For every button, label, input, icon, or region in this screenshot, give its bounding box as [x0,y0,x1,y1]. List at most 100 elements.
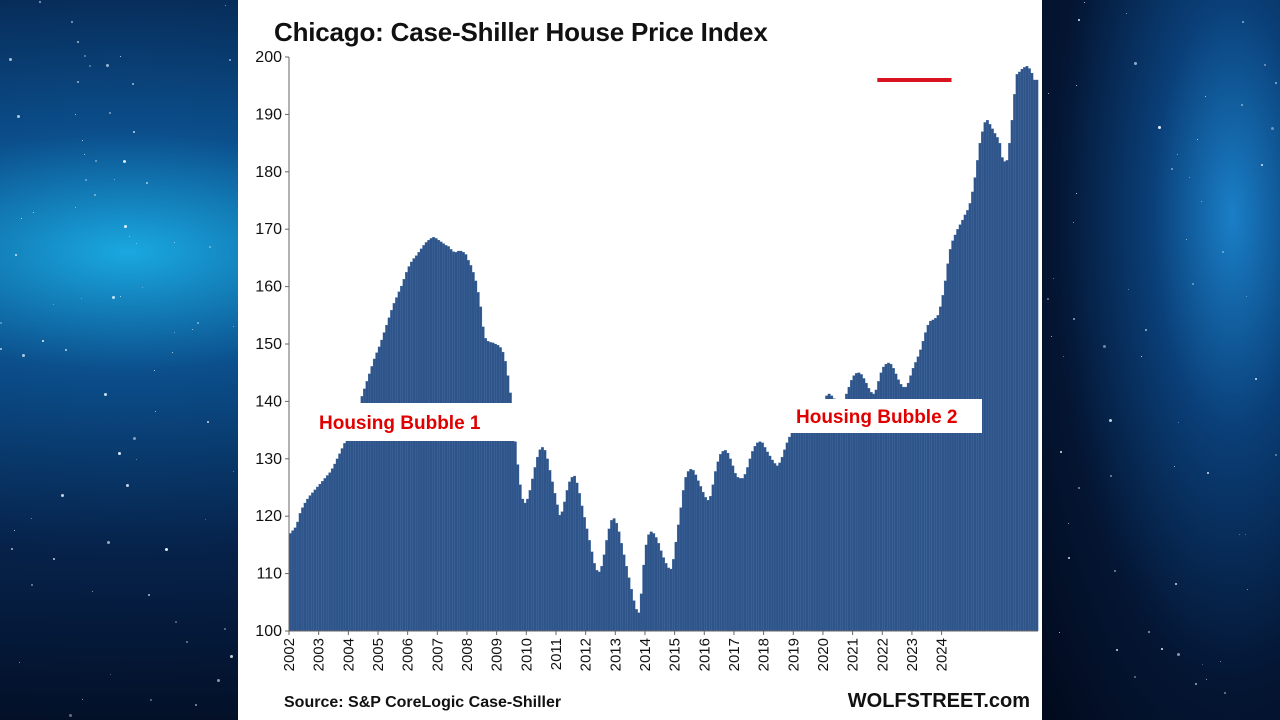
bar [699,486,703,632]
y-tick-label: 140 [255,393,282,410]
star [21,353,25,357]
star [1053,278,1055,280]
bar [548,470,552,632]
bar [597,571,601,632]
bar [800,427,804,632]
bar [983,122,987,632]
bar [946,263,950,632]
bar [642,564,646,632]
x-tick-label: 2011 [548,638,565,670]
star [1196,138,1198,140]
star [154,411,156,413]
bar [494,343,497,632]
bar [622,554,626,632]
bar [662,557,666,632]
star [1078,18,1081,21]
bar [1008,142,1012,632]
x-tick-label: 2012 [578,638,595,671]
y-tick-label: 110 [256,566,282,583]
star [154,369,156,371]
bar [481,326,485,632]
bar [580,505,584,632]
bar [924,332,928,632]
bar [402,279,406,632]
star [1050,336,1052,338]
bar [728,458,732,632]
star [132,436,136,440]
star [1223,692,1226,695]
bar [306,498,310,632]
star [173,241,175,243]
y-tick-label: 120 [255,508,282,525]
star [133,130,136,133]
bar [587,540,591,632]
star [228,59,231,62]
star [41,340,44,343]
bar [491,342,495,632]
bar [323,478,327,632]
star [224,628,227,631]
star [119,56,121,58]
bar [807,431,811,632]
bar [916,356,920,632]
bar [701,491,705,632]
star [64,349,67,352]
bar [803,429,806,632]
star [194,703,197,706]
bar [733,473,737,632]
y-tick-label: 170 [255,221,282,238]
bar [486,341,490,632]
bar [578,493,581,632]
bar [600,566,604,632]
bar [832,398,836,632]
bar [513,441,517,632]
bar [461,252,465,632]
star [124,225,127,229]
bar [637,612,641,632]
bar [583,517,586,632]
bar [941,295,945,632]
bar [400,285,403,632]
star [1246,296,1248,298]
star [1177,653,1181,657]
bar [627,577,631,632]
bar [573,475,577,632]
bar [738,478,742,632]
bar [615,522,619,632]
bar [644,544,648,632]
y-tick-label: 160 [255,279,282,296]
bar [951,240,955,632]
star [93,193,96,196]
bar [1005,160,1009,632]
bar [773,463,777,632]
bar [711,484,715,632]
star [31,517,33,519]
bar [704,497,708,632]
bar [528,490,532,632]
star [1048,92,1050,94]
annotation-box [309,403,515,441]
bar [753,446,757,632]
star [76,40,79,43]
bar [479,306,483,632]
star [1078,487,1081,490]
x-tick-label: 2010 [518,638,535,671]
bar-chart: 100 110 120 130 140 150 160 170 180 190 200 2002 200… [255,49,1039,671]
star [146,181,149,184]
star [224,5,226,6]
star [1255,377,1258,380]
star [1171,167,1174,170]
bar [718,454,722,632]
star [1067,557,1070,559]
bar [464,254,468,632]
star [1247,588,1249,590]
y-tick-label: 100 [255,623,282,640]
bar [313,489,317,632]
chart-title: Chicago: Case-Shiller House Price Index [274,17,768,47]
bar [471,272,475,632]
bar [610,520,614,632]
star [0,348,3,351]
bar [1000,157,1004,632]
bar [667,567,670,632]
star [205,518,207,520]
